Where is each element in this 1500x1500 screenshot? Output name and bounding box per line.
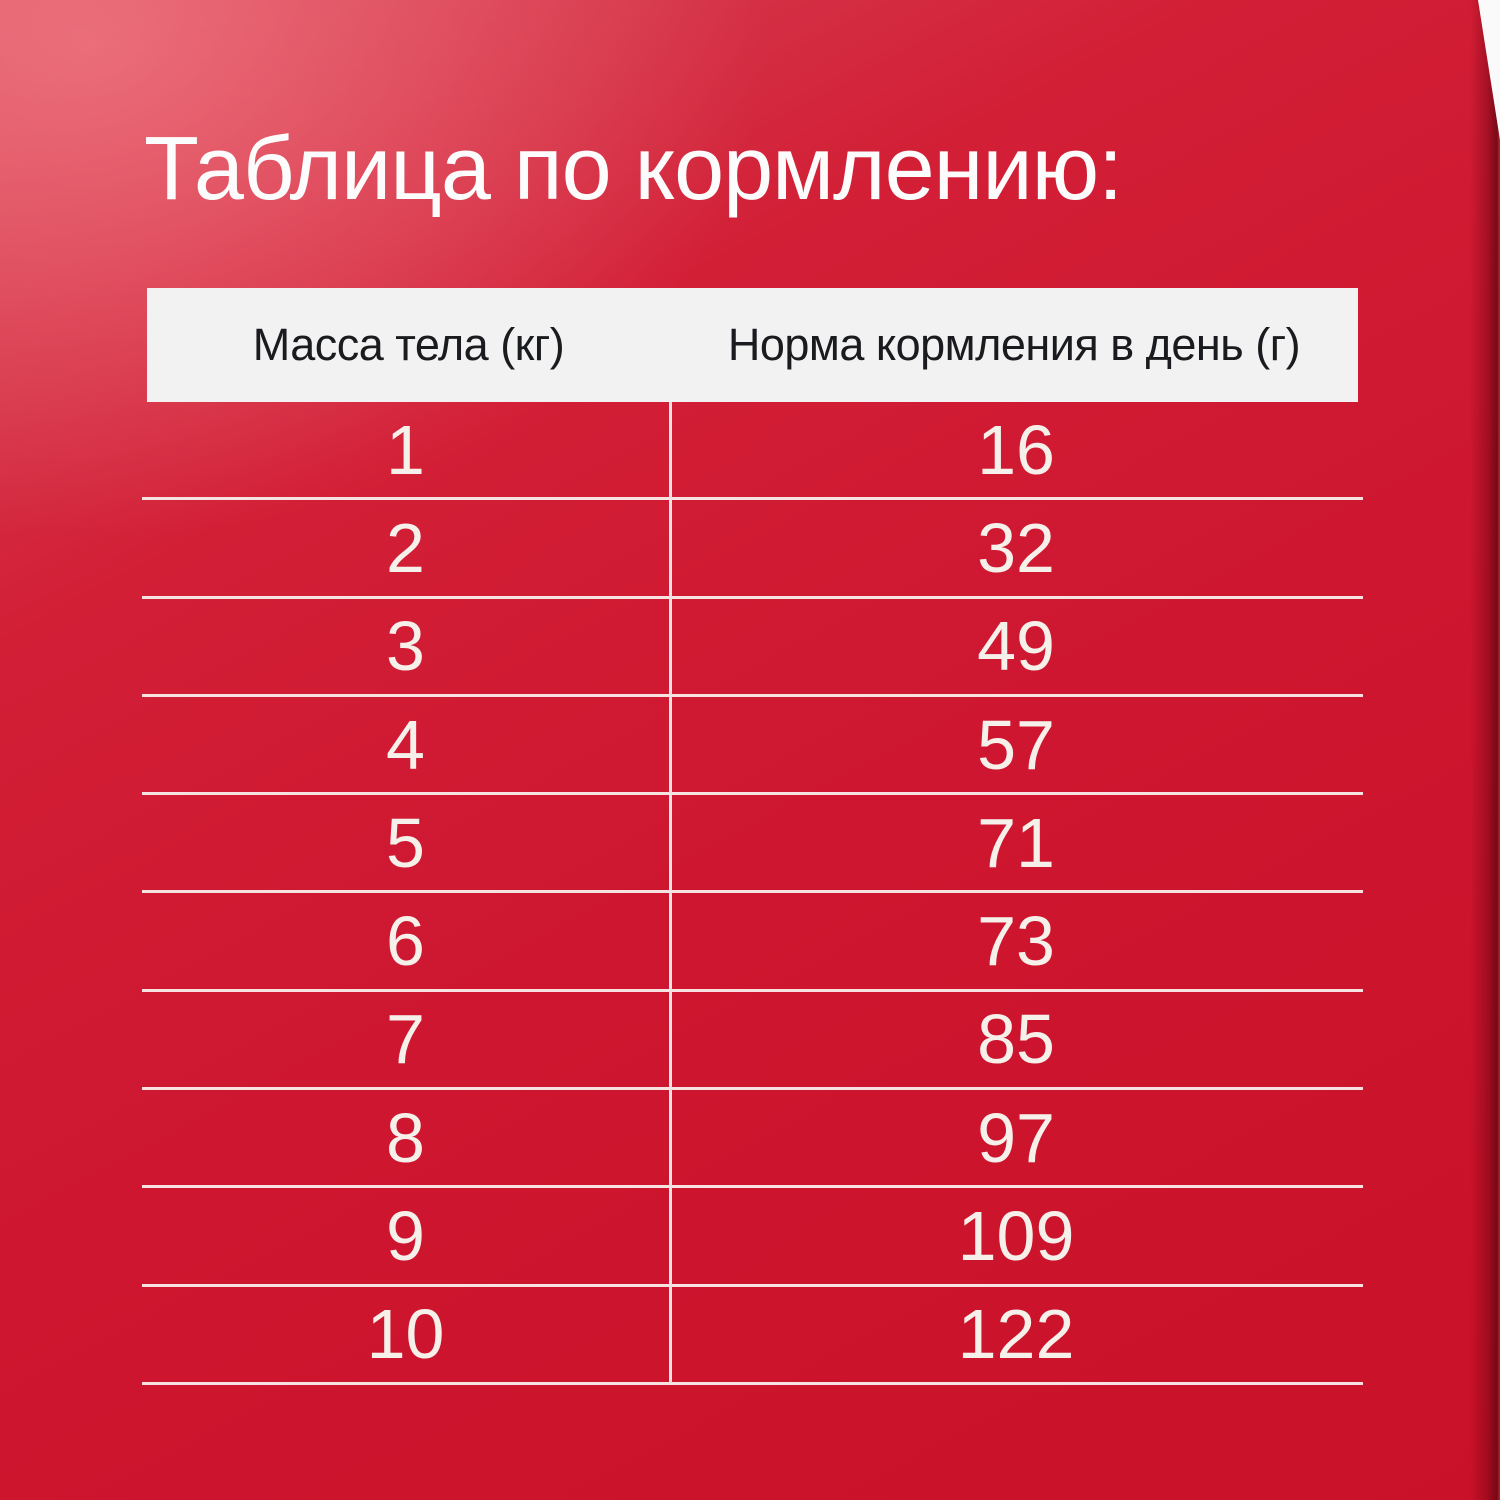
weight-cell: 2: [386, 508, 425, 587]
table-row: 2 32: [142, 500, 1363, 599]
table-row: 4 57: [142, 697, 1363, 796]
amount-cell: 122: [957, 1295, 1075, 1374]
table-row: 9 109: [142, 1188, 1363, 1287]
table-row: 1 16: [142, 402, 1363, 501]
table-row: 10 122: [142, 1287, 1363, 1385]
column-divider: [669, 402, 672, 1385]
weight-cell: 7: [386, 1000, 425, 1079]
weight-cell: 4: [386, 705, 425, 784]
amount-cell: 49: [977, 607, 1055, 686]
feeding-table: 1 16 2 32 3 49 4 57 5 71 6 73 7 85 8 97: [142, 402, 1363, 1385]
page-title: Таблица по кормлению:: [144, 119, 1123, 219]
table-row: 8 97: [142, 1090, 1363, 1189]
table-header: Масса тела (кг) Норма кормления в день (…: [147, 288, 1358, 402]
weight-cell: 1: [386, 410, 425, 489]
amount-cell: 85: [977, 1000, 1055, 1079]
table-row: 7 85: [142, 992, 1363, 1091]
amount-cell: 32: [977, 508, 1055, 587]
table-row: 5 71: [142, 795, 1363, 894]
card-edge-shadow: [1470, 0, 1500, 1500]
header-cell-amount: Норма кормления в день (г): [727, 319, 1301, 370]
weight-cell: 5: [386, 803, 425, 882]
amount-cell: 16: [977, 410, 1055, 489]
amount-cell: 71: [977, 803, 1055, 882]
amount-cell: 109: [957, 1197, 1075, 1276]
amount-cell: 57: [977, 705, 1055, 784]
amount-cell: 97: [977, 1098, 1055, 1177]
amount-cell: 73: [977, 902, 1055, 981]
weight-cell: 8: [386, 1098, 425, 1177]
weight-cell: 3: [386, 607, 425, 686]
table-row: 6 73: [142, 893, 1363, 992]
weight-cell: 6: [386, 902, 425, 981]
header-cell-weight: Масса тела (кг): [252, 319, 565, 370]
table-row: 3 49: [142, 599, 1363, 697]
weight-cell: 9: [386, 1197, 425, 1276]
weight-cell: 10: [366, 1295, 445, 1374]
